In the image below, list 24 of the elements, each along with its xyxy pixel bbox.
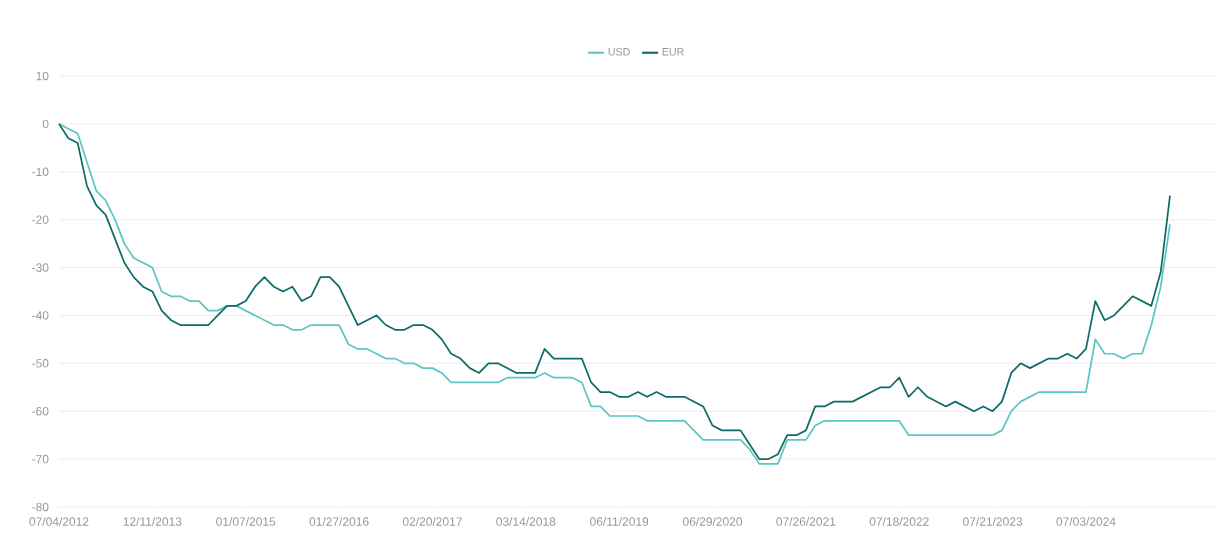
y-tick-label: -50 [32, 359, 49, 368]
x-tick-label: 07/21/2023 [963, 517, 1023, 526]
y-tick-label: -30 [32, 263, 49, 272]
x-tick-label: 02/20/2017 [402, 517, 462, 526]
legend-label: EUR [662, 48, 684, 56]
x-tick-label: 12/11/2013 [123, 517, 182, 526]
x-tick-label: 01/27/2016 [309, 517, 369, 526]
y-tick-label: 0 [42, 119, 49, 129]
y-tick-label: -70 [32, 454, 49, 464]
y-tick-label: -60 [32, 406, 49, 416]
x-tick-label: 07/03/2024 [1056, 517, 1116, 526]
x-tick-label: 01/07/2015 [216, 517, 276, 526]
y-tick-label: -40 [32, 311, 49, 320]
x-tick-label: 07/18/2022 [869, 517, 929, 526]
y-tick-label: 10 [36, 71, 49, 81]
y-tick-label: -20 [32, 215, 49, 224]
x-tick-label: 06/11/2019 [590, 517, 649, 526]
y-tick-label: -80 [32, 502, 49, 512]
y-tick-label: -10 [32, 167, 49, 177]
x-tick-label: 06/29/2020 [682, 517, 743, 526]
legend-label: USD [608, 48, 630, 56]
x-tick-label: 07/26/2021 [776, 517, 836, 526]
x-tick-label: 07/04/2012 [29, 517, 89, 526]
x-tick-label: 03/14/2018 [496, 517, 556, 526]
